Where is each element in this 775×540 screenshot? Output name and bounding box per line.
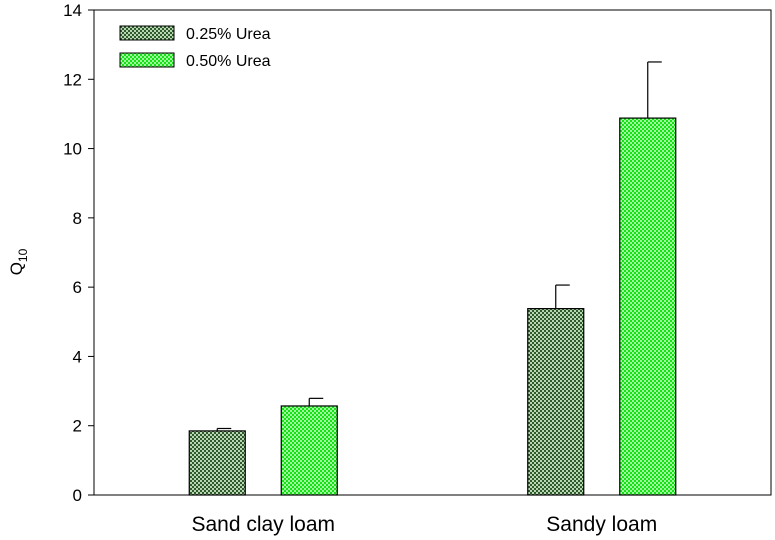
x-category-label: Sand clay loam bbox=[191, 513, 335, 536]
y-tick-label: 14 bbox=[63, 1, 82, 20]
legend-swatch bbox=[119, 52, 175, 68]
y-axis-label: Q10 bbox=[7, 248, 30, 275]
y-tick-label: 10 bbox=[63, 140, 82, 159]
y-axis: 0 2 4 6 8 10 12 14 bbox=[63, 1, 94, 505]
x-axis: Sand clay loam Sandy loam bbox=[191, 513, 657, 536]
y-tick-label: 2 bbox=[73, 417, 82, 436]
bar bbox=[280, 405, 338, 496]
legend-label: 0.50% Urea bbox=[186, 53, 271, 70]
plot-frame bbox=[93, 9, 772, 496]
legend-swatch bbox=[119, 25, 175, 41]
bar bbox=[188, 430, 246, 496]
bar bbox=[527, 308, 585, 496]
y-tick-label: 6 bbox=[73, 278, 82, 297]
bars bbox=[188, 61, 677, 496]
legend: 0.25% Urea 0.50% Urea bbox=[119, 25, 271, 70]
bar bbox=[619, 117, 677, 496]
y-tick-label: 4 bbox=[73, 347, 82, 366]
plot-area bbox=[93, 9, 772, 496]
x-category-label: Sandy loam bbox=[546, 513, 657, 536]
legend-label: 0.25% Urea bbox=[186, 26, 271, 43]
y-tick-label: 12 bbox=[63, 70, 82, 89]
y-tick-label: 8 bbox=[73, 209, 82, 228]
y-tick-label: 0 bbox=[73, 486, 82, 505]
